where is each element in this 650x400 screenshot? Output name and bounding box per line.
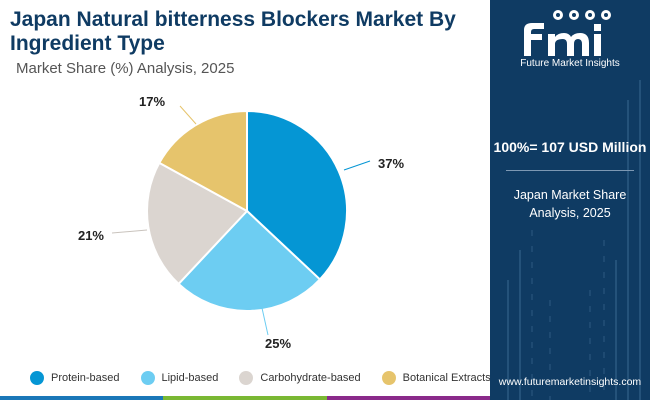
leader-line-carbohydrate bbox=[111, 229, 148, 234]
pie-slice-lipid bbox=[177, 209, 322, 312]
leader-line-botanical bbox=[179, 105, 197, 125]
side-panel: Future Market Insights 100%= 107 USD Mil… bbox=[490, 0, 650, 400]
market-total: 100%= 107 USD Million bbox=[493, 139, 647, 155]
chart-title: Japan Natural bitterness Blockers Market… bbox=[10, 8, 456, 55]
data-label-lipid: 25% bbox=[265, 336, 291, 351]
legend-label: Protein-based bbox=[51, 372, 120, 384]
data-label-botanical: 17% bbox=[139, 94, 165, 109]
leader-line-protein bbox=[343, 160, 371, 171]
leader-line-lipid bbox=[261, 307, 269, 336]
bottom-color-bar bbox=[0, 396, 490, 400]
legend-item-lipid: Lipid-based bbox=[140, 371, 219, 385]
chart-legend: Protein-based Lipid-based Carbohydrate-b… bbox=[30, 370, 512, 386]
decorative-lines bbox=[507, 80, 641, 400]
pie-slice-botanical bbox=[158, 109, 248, 213]
pie-slice-protein bbox=[246, 109, 348, 281]
legend-label: Lipid-based bbox=[161, 372, 219, 384]
legend-swatch bbox=[381, 371, 396, 385]
chart-subtitle: Market Share (%) Analysis, 2025 bbox=[16, 60, 235, 77]
brand-tagline: Future Market Insights bbox=[520, 58, 620, 69]
data-label-carbohydrate: 21% bbox=[78, 228, 104, 243]
bottom-bar-segment bbox=[326, 396, 490, 400]
market-share-label: Japan Market Share Analysis, 2025 bbox=[513, 188, 627, 220]
legend-item-botanical: Botanical Extracts bbox=[381, 371, 491, 385]
legend-item-protein: Protein-based bbox=[30, 371, 120, 385]
legend-label: Botanical Extracts bbox=[402, 372, 491, 384]
legend-item-carbohydrate: Carbohydrate-based bbox=[239, 371, 361, 385]
legend-label: Carbohydrate-based bbox=[260, 372, 361, 384]
data-label-protein: 37% bbox=[378, 156, 404, 171]
website-link[interactable]: www.futuremarketinsights.com bbox=[498, 376, 642, 388]
pie-slice-carbohydrate bbox=[146, 161, 249, 286]
pie-chart: 37% 25% 21% 17% bbox=[78, 94, 404, 351]
bottom-bar-segment bbox=[0, 396, 164, 400]
legend-swatch bbox=[140, 371, 155, 385]
panel-divider bbox=[506, 170, 634, 171]
fmi-logo bbox=[524, 10, 611, 56]
legend-swatch bbox=[239, 371, 254, 385]
legend-swatch bbox=[30, 371, 44, 385]
bottom-bar-segment bbox=[163, 396, 327, 400]
